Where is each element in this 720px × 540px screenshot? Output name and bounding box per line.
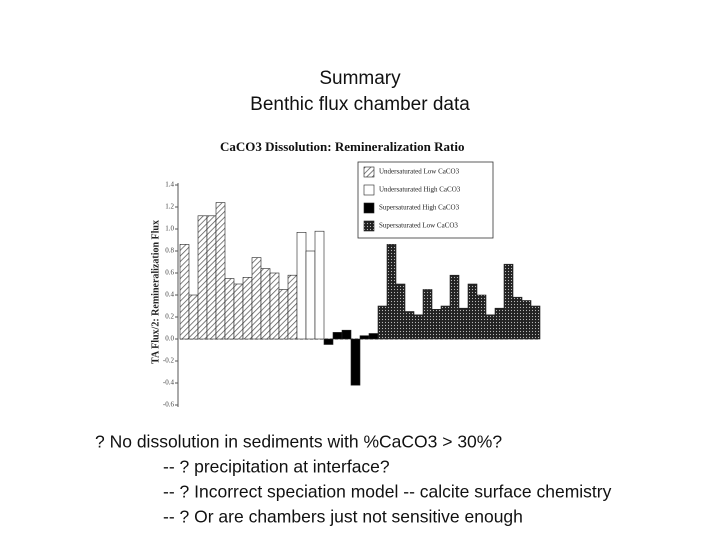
y-tick-label: 0.6 [165,269,174,277]
bar [278,289,289,340]
bar [386,244,397,340]
bar [332,332,343,340]
legend-swatch [363,220,375,232]
bar [368,333,379,340]
bar [377,305,388,340]
bar [485,314,496,340]
bullet: ? No dissolution in sediments with %CaCO… [95,432,502,452]
y-tick-label: 1.0 [165,225,174,233]
legend-swatch [363,166,375,178]
bar [179,244,190,340]
bar [458,307,469,340]
legend-swatch [363,202,375,214]
bar [413,314,424,340]
y-tick-label: -0.2 [163,357,175,365]
y-tick-label: 0.0 [165,335,174,343]
bar [341,329,352,340]
legend-swatch [363,184,375,196]
bar [314,230,325,340]
legend-label: Undersaturated High CaCO3 [379,186,461,194]
bar [323,338,334,345]
bar [449,274,460,340]
bar [422,289,433,340]
bar [305,250,316,340]
chart-title: CaCO3 Dissolution: Remineralization Rati… [220,139,464,154]
bar [296,232,307,340]
slide-subtitle: Benthic flux chamber data [250,94,470,115]
bar [359,335,370,340]
y-tick-label: 1.2 [165,203,174,211]
bar [512,296,523,340]
legend-box [357,161,494,239]
legend-label: Supersaturated High CaCO3 [379,204,460,212]
y-tick-label: 0.2 [165,313,174,321]
bar [395,283,406,340]
bar [521,300,532,340]
bar [404,311,415,340]
bar [269,272,280,340]
bullet: -- ? Or are chambers just not sensitive … [163,507,523,527]
y-tick-label: 0.4 [165,291,174,299]
bar [197,215,208,340]
y-tick-label: -0.6 [163,401,175,409]
bar [224,278,235,340]
bar [476,294,487,340]
bar [503,263,514,340]
bar [467,283,478,340]
legend-label: Undersaturated Low CaCO3 [379,168,460,176]
bar [188,294,199,340]
bar [251,257,262,340]
bullet: -- ? Incorrect speciation model -- calci… [163,482,612,502]
bar [233,283,244,340]
y-axis-label: TA Flux/2: Remineralization Flux [150,220,161,364]
bar [440,305,451,340]
bar [287,274,298,340]
y-tick-label: 0.8 [165,247,174,255]
bar [260,268,271,340]
bar [215,202,226,340]
bullet: -- ? precipitation at interface? [163,457,390,477]
bar [242,277,253,340]
slide-title: Summary [319,68,401,89]
y-tick-label: 1.4 [165,181,174,189]
legend-label: Supersaturated Low CaCO3 [379,222,458,230]
bar [494,307,505,340]
bar [206,215,217,340]
y-tick-label: -0.4 [163,379,175,387]
bar [431,308,442,340]
bar [350,338,361,386]
bar [530,305,541,340]
